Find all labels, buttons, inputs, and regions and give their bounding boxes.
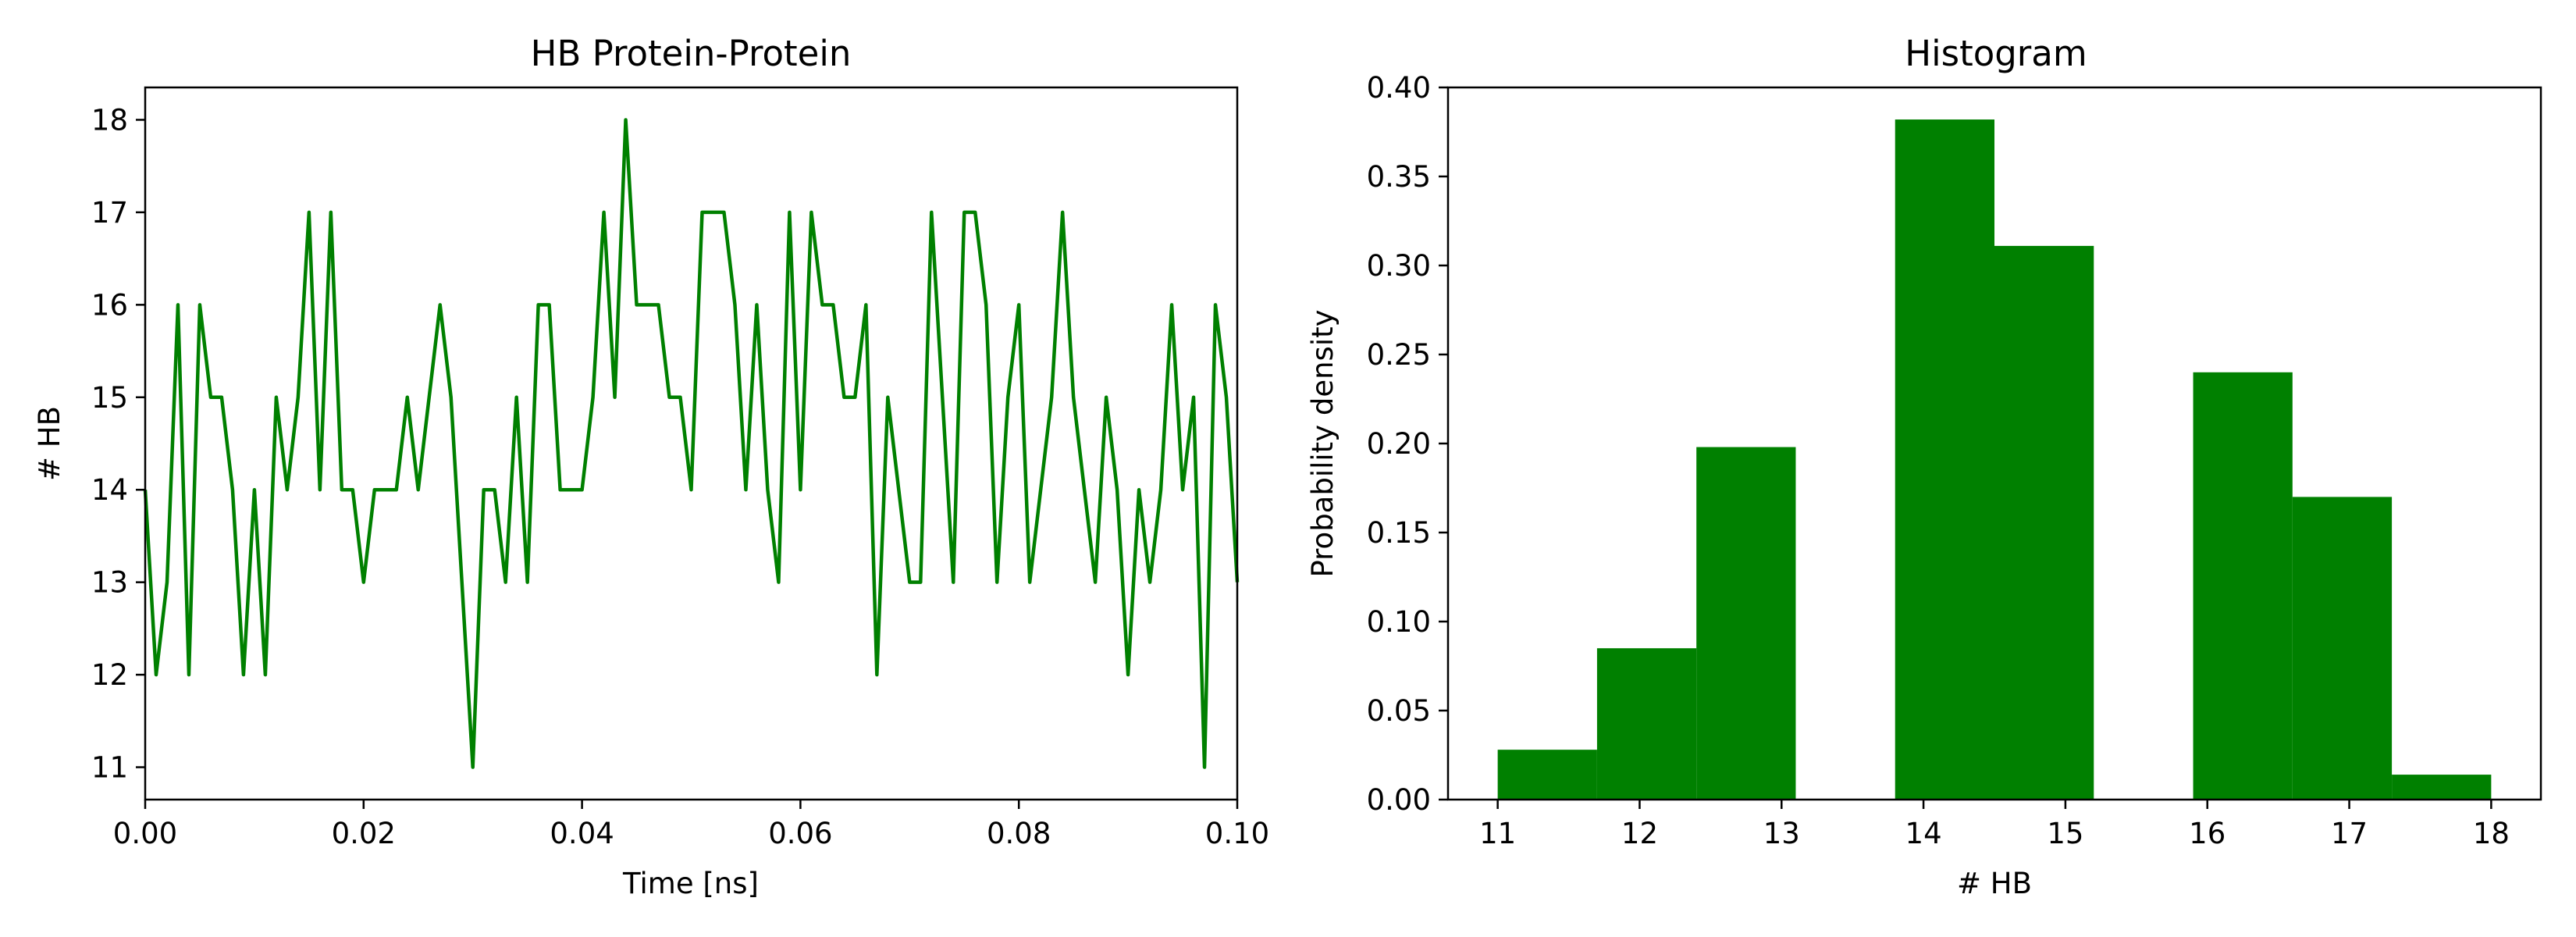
y-tick-label: 0.20	[1367, 427, 1431, 461]
y-tick-label: 0.10	[1367, 605, 1431, 639]
y-tick-label: 0.00	[1367, 783, 1431, 817]
x-tick-label: 0.04	[550, 817, 614, 850]
line-chart-y-axis-label: # HB	[33, 406, 66, 481]
y-tick-label: 18	[91, 103, 128, 137]
histogram-panel: Histogram 11 12 13 14 15 16 17 18 0.000.050.100…	[1306, 33, 2542, 900]
histogram-bar	[1994, 245, 2094, 800]
line-chart-panel: HB Protein-Protein 0.00 0.02 0.04 0.06 0.08 0…	[33, 33, 1269, 900]
x-tick-label: 14	[1905, 817, 1942, 850]
histogram-bar	[2392, 775, 2492, 800]
x-tick-label: 0.02	[332, 817, 396, 850]
x-tick-label: 13	[1763, 817, 1800, 850]
hb-series-line	[143, 118, 1240, 769]
y-tick-label: 0.30	[1367, 249, 1431, 283]
x-tick-label: 18	[2473, 817, 2510, 850]
line-chart-x-axis-label: Time [ns]	[622, 867, 759, 900]
x-tick-label: 17	[2331, 817, 2368, 850]
x-tick-label: 0.10	[1205, 817, 1269, 850]
histogram-x-axis-label: # HB	[1957, 867, 2032, 900]
y-tick-label: 16	[91, 288, 128, 322]
y-tick-label: 0.15	[1367, 516, 1431, 550]
x-tick-label: 11	[1479, 817, 1516, 850]
y-tick-label: 11	[91, 751, 128, 785]
histogram-bar	[1596, 648, 1697, 800]
line-chart-x-ticks: 0.00 0.02 0.04 0.06 0.08 0.10	[113, 800, 1269, 850]
histogram-plot-area	[1497, 119, 2492, 800]
x-tick-label: 15	[2047, 817, 2083, 850]
histogram-bar	[1696, 447, 1796, 800]
line-chart-y-ticks: 11 12 13 14 15 16 17 18	[91, 103, 145, 785]
y-tick-label: 15	[91, 381, 128, 415]
line-chart-axes-frame	[144, 86, 1239, 801]
histogram-bar	[1497, 750, 1597, 800]
histogram-bar	[1895, 119, 1994, 800]
line-plot-area	[143, 118, 1240, 769]
histogram-x-ticks: 11 12 13 14 15 16 17 18	[1479, 800, 2510, 850]
y-tick-label: 17	[91, 196, 128, 230]
x-tick-label: 12	[1621, 817, 1658, 850]
y-tick-label: 14	[91, 473, 128, 507]
histogram-bar	[2193, 372, 2293, 800]
y-tick-label: 0.25	[1367, 338, 1431, 372]
histogram-y-ticks: 0.00 0.05 0.10 0.15 0.20 0.25 0.30 0.35 0.40	[1367, 71, 1448, 817]
histogram-title: Histogram	[1905, 33, 2087, 74]
x-tick-label: 0.08	[987, 817, 1051, 850]
line-chart-title: HB Protein-Protein	[531, 33, 852, 74]
y-tick-label: 0.40	[1367, 71, 1431, 105]
y-tick-label: 13	[91, 566, 128, 600]
x-tick-label: 0.06	[768, 817, 832, 850]
histogram-bar	[2292, 497, 2393, 800]
y-tick-label: 12	[91, 658, 128, 692]
x-tick-label: 0.00	[113, 817, 177, 850]
histogram-y-axis-label: Probability density	[1306, 309, 1340, 577]
x-tick-label: 16	[2189, 817, 2226, 850]
y-tick-label: 0.35	[1367, 160, 1431, 194]
y-tick-label: 0.05	[1367, 694, 1431, 728]
